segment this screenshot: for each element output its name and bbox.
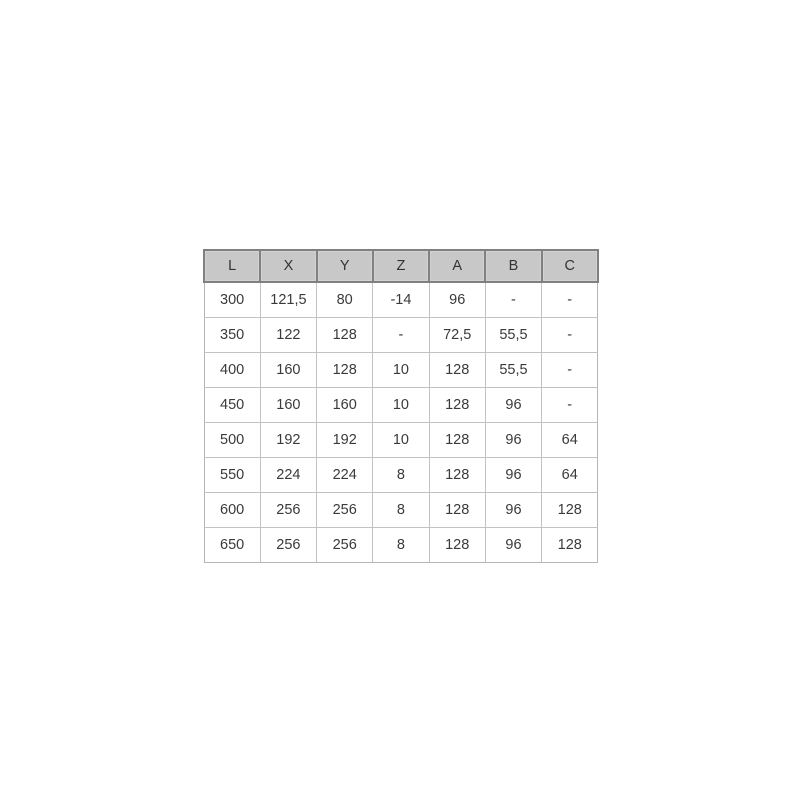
table-row: 600 256 256 8 128 96 128 — [203, 492, 599, 528]
cell-c: - — [541, 281, 599, 318]
cell-a: 96 — [428, 281, 486, 318]
cell-b: 96 — [484, 492, 543, 528]
cell-x: 160 — [259, 352, 318, 388]
table-row: 450 160 160 10 128 96 - — [203, 387, 599, 423]
cell-x: 256 — [259, 492, 318, 528]
table-row: 400 160 128 10 128 55,5 - — [203, 352, 599, 388]
cell-z: 8 — [372, 527, 430, 563]
cell-b: 96 — [484, 422, 543, 458]
cell-l: 450 — [203, 387, 261, 423]
table-body: 300 121,5 80 -14 96 - - 350 122 128 - 72… — [203, 281, 599, 563]
cell-y: 224 — [316, 457, 374, 493]
cell-z: 10 — [372, 352, 430, 388]
cell-c: - — [541, 387, 599, 423]
cell-c: 128 — [541, 527, 599, 563]
cell-l: 350 — [203, 317, 261, 353]
cell-c: 128 — [541, 492, 599, 528]
table-row: 650 256 256 8 128 96 128 — [203, 527, 599, 563]
cell-a: 128 — [428, 527, 486, 563]
cell-x: 192 — [259, 422, 318, 458]
cell-z: 8 — [372, 457, 430, 493]
cell-y: 256 — [316, 527, 374, 563]
cell-l: 650 — [203, 527, 261, 563]
table-row: 550 224 224 8 128 96 64 — [203, 457, 599, 493]
cell-x: 122 — [259, 317, 318, 353]
cell-b: 96 — [484, 387, 543, 423]
column-header-a: A — [428, 249, 487, 283]
cell-z: 10 — [372, 387, 430, 423]
cell-z: 10 — [372, 422, 430, 458]
dimension-specification-table: L X Y Z A B C 300 121,5 80 -14 96 - - 35… — [202, 249, 599, 563]
table-row: 350 122 128 - 72,5 55,5 - — [203, 317, 599, 353]
cell-x: 160 — [259, 387, 318, 423]
column-header-y: Y — [315, 249, 374, 283]
cell-l: 300 — [203, 281, 261, 318]
table-row: 300 121,5 80 -14 96 - - — [203, 281, 599, 318]
column-header-b: B — [484, 249, 543, 283]
cell-y: 80 — [316, 281, 374, 318]
cell-a: 128 — [428, 422, 486, 458]
cell-x: 256 — [259, 527, 318, 563]
cell-y: 256 — [316, 492, 374, 528]
cell-b: - — [484, 281, 543, 318]
cell-l: 400 — [203, 352, 261, 388]
cell-c: - — [541, 317, 599, 353]
column-header-x: X — [259, 249, 318, 283]
cell-b: 55,5 — [484, 352, 543, 388]
cell-y: 192 — [316, 422, 374, 458]
cell-a: 128 — [428, 352, 486, 388]
cell-a: 128 — [428, 492, 486, 528]
cell-z: - — [372, 317, 430, 353]
cell-c: 64 — [541, 422, 599, 458]
cell-a: 128 — [428, 387, 486, 423]
column-header-z: Z — [371, 249, 431, 283]
cell-b: 55,5 — [484, 317, 543, 353]
cell-y: 128 — [316, 317, 374, 353]
table-header: L X Y Z A B C — [202, 249, 599, 283]
cell-l: 500 — [203, 422, 261, 458]
cell-a: 128 — [428, 457, 486, 493]
cell-z: 8 — [372, 492, 430, 528]
cell-l: 600 — [203, 492, 261, 528]
cell-x: 121,5 — [259, 281, 318, 318]
table-header-row: L X Y Z A B C — [202, 249, 599, 283]
cell-c: - — [541, 352, 599, 388]
cell-x: 224 — [259, 457, 318, 493]
cell-c: 64 — [541, 457, 599, 493]
cell-l: 550 — [203, 457, 261, 493]
column-header-c: C — [540, 249, 599, 283]
spec-table-container: L X Y Z A B C 300 121,5 80 -14 96 - - 35… — [202, 249, 599, 563]
cell-y: 160 — [316, 387, 374, 423]
cell-a: 72,5 — [428, 317, 486, 353]
table-row: 500 192 192 10 128 96 64 — [203, 422, 599, 458]
cell-z: -14 — [372, 281, 430, 318]
column-header-l: L — [202, 249, 262, 283]
cell-b: 96 — [484, 527, 543, 563]
cell-b: 96 — [484, 457, 543, 493]
cell-y: 128 — [316, 352, 374, 388]
